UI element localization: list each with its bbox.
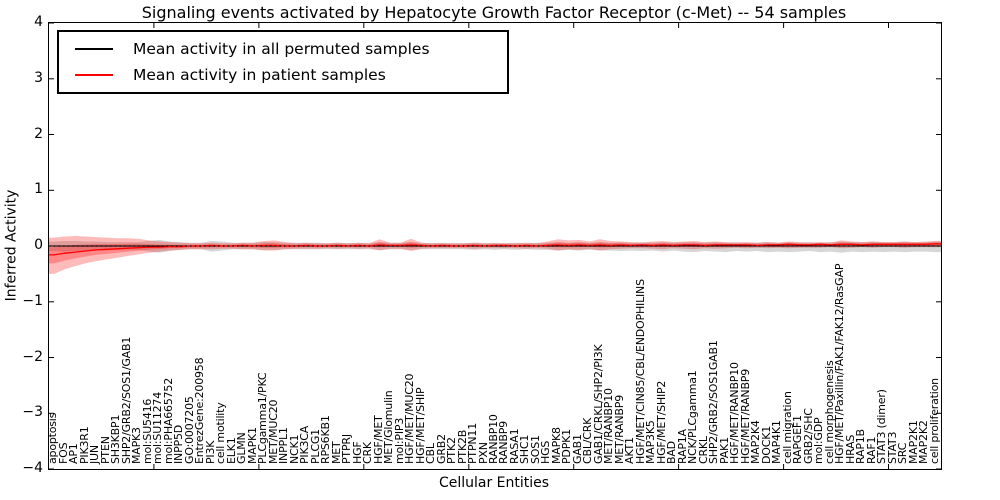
y-tick-label: 1 — [34, 181, 43, 198]
y-tick-label: 3 — [34, 69, 43, 86]
y-tick-label: 2 — [34, 125, 43, 142]
legend-row-patient: Mean activity in patient samples — [59, 62, 507, 88]
y-tick-label: −1 — [22, 292, 43, 309]
patient-band-outer — [49, 236, 941, 274]
legend-row-permuted: Mean activity in all permuted samples — [59, 36, 507, 62]
y-tick-label: −3 — [22, 404, 43, 421]
x-axis-title: Cellular Entities — [438, 475, 550, 491]
legend: Mean activity in all permuted samples Me… — [57, 30, 509, 94]
x-tick-label: cell proliferation — [927, 378, 941, 464]
x-tick-label: HGF/MET/Paxillin/FAK1/FAK12/RasGAP — [833, 263, 847, 464]
y-tick-label: 0 — [34, 237, 43, 253]
patient-mean-line — [49, 243, 941, 256]
y-axis-title: Inferred Activity — [3, 189, 20, 302]
plot-area — [48, 22, 942, 470]
y-tick-label: 4 — [34, 14, 43, 30]
y-tick-label: −2 — [22, 348, 43, 365]
patient-line-swatch-icon — [75, 74, 113, 76]
chart-title: Signaling events activated by Hepatocyte… — [141, 3, 847, 22]
y-tick-label: −4 — [22, 460, 43, 476]
legend-label-patient: Mean activity in patient samples — [133, 66, 386, 84]
chart-canvas — [49, 23, 941, 469]
permuted-line-swatch-icon — [75, 48, 113, 50]
patient-band-inner — [49, 242, 941, 264]
legend-label-permuted: Mean activity in all permuted samples — [133, 40, 430, 58]
